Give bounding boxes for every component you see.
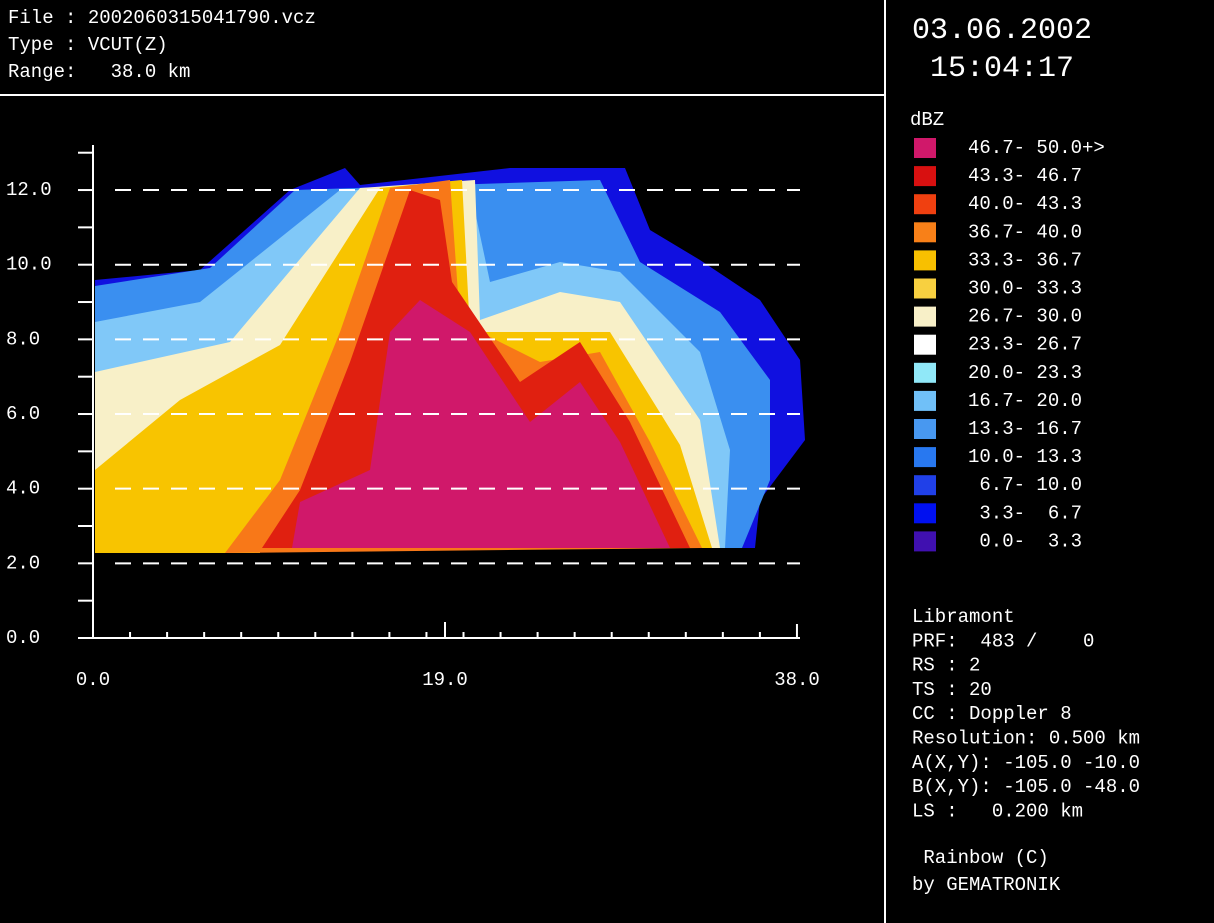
info-line: TS : 20 <box>912 679 992 701</box>
header-line: File : 2002060315041790.vcz <box>8 7 316 29</box>
legend-swatch <box>914 531 936 552</box>
legend-label: 40.0- 43.3 <box>968 193 1082 215</box>
footer-line: by GEMATRONIK <box>912 874 1061 896</box>
legend-swatch <box>914 222 936 243</box>
info-line: CC : Doppler 8 <box>912 703 1072 725</box>
y-tick-label: 0.0 <box>6 627 40 649</box>
legend-swatch <box>914 362 936 383</box>
legend-swatch <box>914 447 936 468</box>
y-tick-label: 2.0 <box>6 552 40 574</box>
x-tick-label: 38.0 <box>774 669 820 691</box>
legend-label: 23.3- 26.7 <box>968 334 1082 356</box>
legend-swatch <box>914 250 936 271</box>
legend-swatch <box>914 138 936 158</box>
info-line: PRF: 483 / 0 <box>912 630 1094 652</box>
info-line: LS : 0.200 km <box>912 800 1083 822</box>
y-tick-label: 4.0 <box>6 478 40 500</box>
info-line: B(X,Y): -105.0 -48.0 <box>912 776 1140 798</box>
x-tick-label: 19.0 <box>422 669 468 691</box>
reflectivity-field <box>95 168 805 553</box>
legend-label: 3.3- 6.7 <box>968 502 1082 524</box>
legend-label: 33.3- 36.7 <box>968 249 1082 271</box>
info-line: Libramont <box>912 606 1015 628</box>
legend-label: 20.0- 23.3 <box>968 362 1082 384</box>
legend-unit: dBZ <box>910 109 944 131</box>
legend-swatch <box>914 503 936 524</box>
header-line: Range: 38.0 km <box>8 61 190 83</box>
legend-label: 43.3- 46.7 <box>968 165 1082 187</box>
field-layer <box>292 300 670 548</box>
info-line: Resolution: 0.500 km <box>912 728 1140 750</box>
legend-label: 36.7- 40.0 <box>968 221 1082 243</box>
x-tick-label: 0.0 <box>76 669 110 691</box>
y-tick-label: 10.0 <box>6 254 52 276</box>
legend-swatch <box>914 334 936 355</box>
info-line: RS : 2 <box>912 655 980 677</box>
legend-label: 10.0- 13.3 <box>968 446 1082 468</box>
y-tick-label: 8.0 <box>6 328 40 350</box>
info-line: A(X,Y): -105.0 -10.0 <box>912 752 1140 774</box>
date: 03.06.2002 <box>912 14 1092 48</box>
legend-label: 13.3- 16.7 <box>968 418 1082 440</box>
y-tick-label: 12.0 <box>6 179 52 201</box>
legend-label: 26.7- 30.0 <box>968 306 1082 328</box>
legend-swatch <box>914 390 936 411</box>
y-tick-label: 6.0 <box>6 403 40 425</box>
legend-swatch <box>914 419 936 439</box>
legend-swatch <box>914 306 936 327</box>
footer-line: Rainbow (C) <box>912 847 1049 869</box>
legend-swatch <box>914 166 936 187</box>
legend-label: 16.7- 20.0 <box>968 390 1082 412</box>
legend-swatch <box>914 278 936 299</box>
legend-label: 46.7- 50.0+> <box>968 137 1105 159</box>
legend-swatch <box>914 475 936 496</box>
legend-label: 6.7- 10.0 <box>968 474 1082 496</box>
legend-label: 0.0- 3.3 <box>968 530 1082 552</box>
legend-label: 30.0- 33.3 <box>968 278 1082 300</box>
header-line: Type : VCUT(Z) <box>8 34 168 56</box>
legend-swatch <box>914 194 936 215</box>
time: 15:04:17 <box>930 52 1074 86</box>
